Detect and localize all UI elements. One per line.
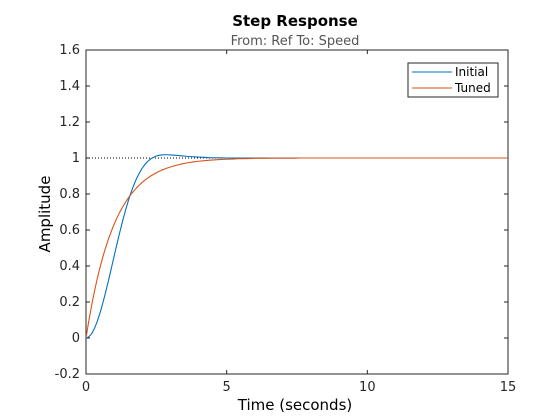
axes-box bbox=[85, 49, 509, 375]
chart-subtitle: From: Ref To: Speed bbox=[231, 34, 360, 49]
y-tick-label: 0.4 bbox=[59, 259, 80, 274]
x-tick-label: 0 bbox=[82, 380, 90, 395]
y-tick-label: 1.2 bbox=[59, 115, 80, 130]
series-lines bbox=[86, 154, 508, 339]
legend-box bbox=[407, 62, 499, 98]
series-line-tuned bbox=[86, 157, 508, 339]
x-tick-label: 5 bbox=[223, 380, 231, 395]
x-tick-label: 15 bbox=[500, 380, 517, 395]
y-tick-label: 1.4 bbox=[59, 79, 80, 94]
chart-title: Step Response bbox=[232, 12, 358, 30]
y-tick-label: -0.2 bbox=[55, 367, 80, 382]
plot-area: 0 5 10 15-0.200.20.40.60.811.21.41.6 bbox=[55, 43, 517, 395]
y-axis-label: Amplitude bbox=[36, 176, 54, 253]
y-tick-label: 1 bbox=[72, 151, 80, 166]
y-tick-label: 0 bbox=[72, 331, 80, 346]
y-tick-label: 0.2 bbox=[59, 295, 80, 310]
y-tick-label: 0.6 bbox=[59, 223, 80, 238]
legend: Initial Tuned bbox=[407, 62, 499, 98]
y-tick-label: 0.8 bbox=[59, 187, 80, 202]
y-tick-label: 1.6 bbox=[59, 43, 80, 58]
legend-label-initial: Initial bbox=[455, 65, 488, 79]
x-tick-label: 10 bbox=[359, 380, 376, 395]
x-axis-label: Time (seconds) bbox=[237, 396, 353, 414]
legend-label-tuned: Tuned bbox=[454, 81, 491, 95]
